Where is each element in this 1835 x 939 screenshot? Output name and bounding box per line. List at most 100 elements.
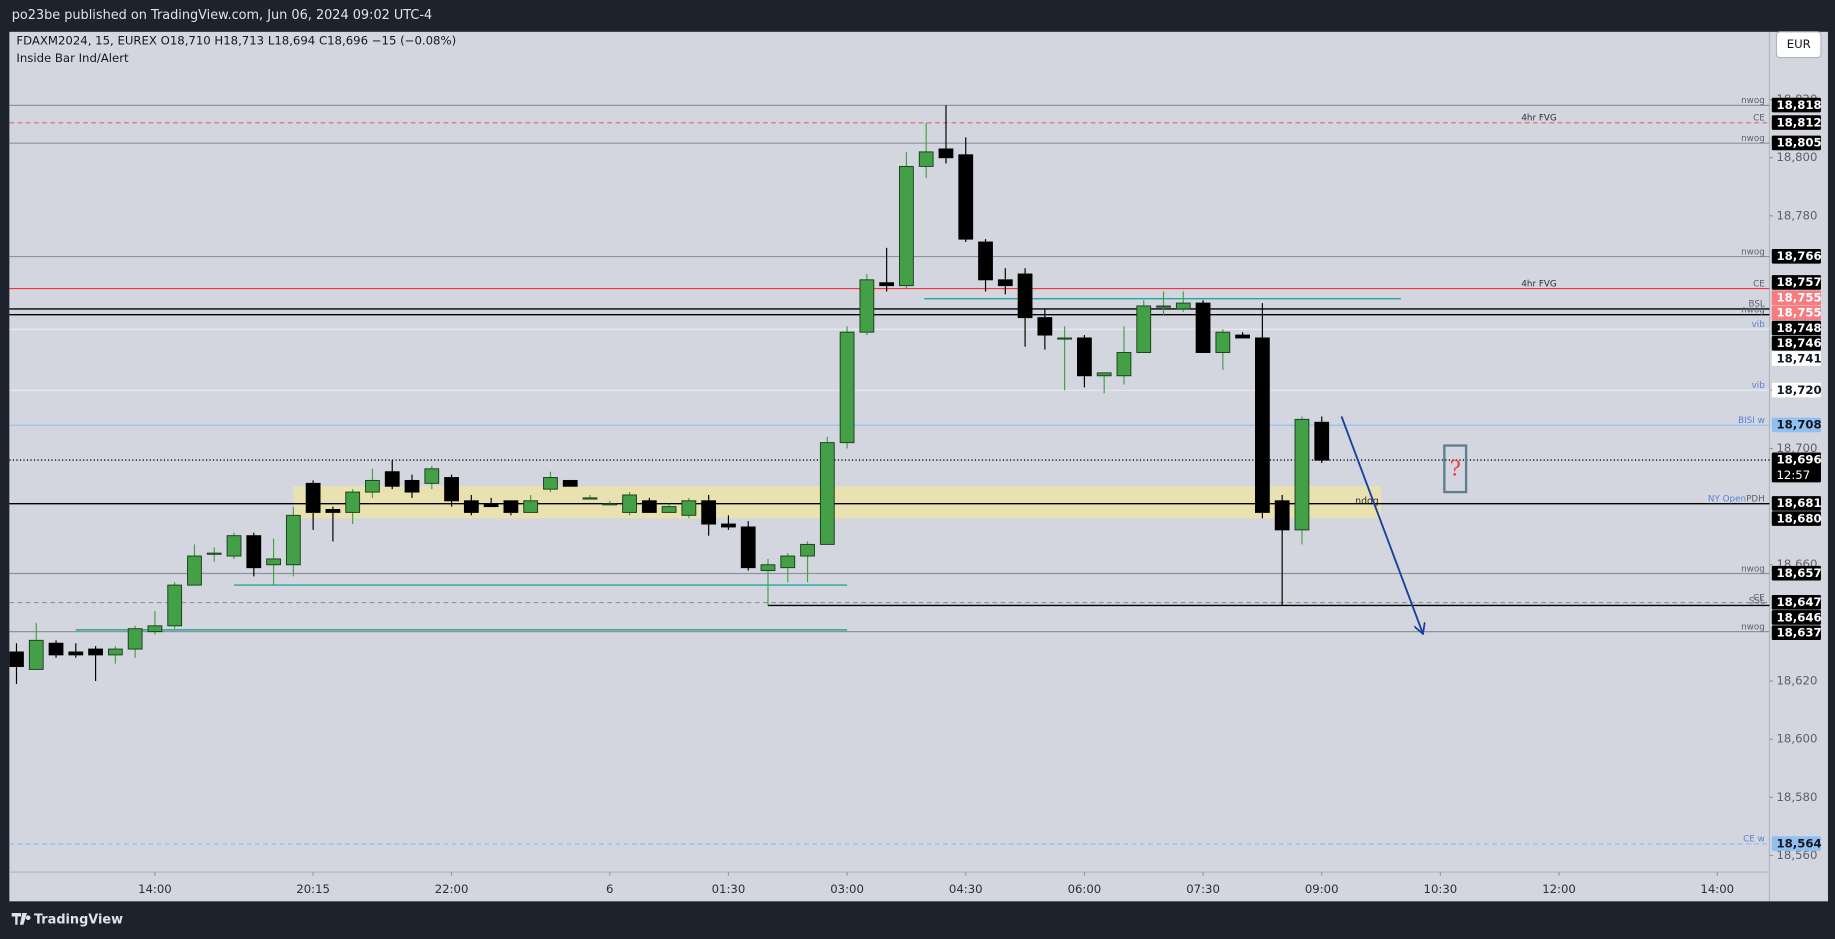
candle-body xyxy=(503,500,519,513)
candle-body xyxy=(404,479,420,493)
candle-body xyxy=(879,282,895,287)
price-label-box xyxy=(1771,135,1821,151)
candle-body xyxy=(1017,273,1033,319)
x-tick-label: 06:00 xyxy=(1068,882,1102,896)
price-label-box xyxy=(1771,594,1821,610)
y-tick-label: 18,600 xyxy=(1776,732,1817,746)
x-tick-label: 14:00 xyxy=(1700,882,1734,896)
candle-body xyxy=(562,479,578,487)
y-tick-label: 18,780 xyxy=(1776,208,1817,222)
x-tick-label: 09:00 xyxy=(1305,882,1339,896)
candle-body xyxy=(187,555,202,586)
candle-body xyxy=(424,468,440,484)
x-tick-label: 12:00 xyxy=(1542,882,1576,896)
level-tag: nwog xyxy=(1741,134,1765,144)
candle-body xyxy=(1037,317,1053,336)
candle-body xyxy=(1136,305,1152,353)
y-tick-label: 18,800 xyxy=(1776,150,1817,164)
price-label: 18,757 xyxy=(1776,275,1821,289)
candle-body xyxy=(523,500,539,513)
level-tag: CE w xyxy=(1743,835,1765,845)
countdown: 12:57 xyxy=(1776,468,1810,482)
candle-body xyxy=(1096,372,1112,377)
price-label: 18,681 xyxy=(1776,496,1821,510)
price-label-box xyxy=(1771,97,1821,113)
price-label-box xyxy=(1771,565,1821,581)
x-tick-label: 20:15 xyxy=(296,882,330,896)
x-tick-label: 07:30 xyxy=(1186,882,1220,896)
candle-body xyxy=(938,148,954,159)
currency-button[interactable] xyxy=(1775,31,1822,59)
candle-body xyxy=(1156,305,1171,308)
level-tag: PDH xyxy=(1746,495,1765,505)
candle-body xyxy=(147,625,163,633)
candle-body xyxy=(602,503,618,506)
level-tag: BSL xyxy=(1748,300,1764,310)
price-label: 18,741 xyxy=(1776,351,1821,365)
candle-body xyxy=(543,477,558,490)
x-tick-label: 01:30 xyxy=(712,882,746,896)
candle-body xyxy=(444,477,459,502)
price-label: 18,680 xyxy=(1776,511,1821,525)
currency[interactable]: EUR xyxy=(1787,37,1811,51)
candle-body xyxy=(622,494,637,513)
candle-body xyxy=(1274,500,1290,531)
price-label-box xyxy=(1771,452,1821,483)
candle-body xyxy=(1215,331,1231,353)
brand: TradingView xyxy=(34,913,123,928)
candle-body xyxy=(958,154,974,240)
y-tick-label: 18,700 xyxy=(1776,441,1817,455)
candle-body xyxy=(1294,418,1310,531)
candle-body xyxy=(819,442,835,545)
price-label: 18,755 xyxy=(1776,290,1821,304)
candle-body xyxy=(107,648,123,656)
candle-body xyxy=(483,503,499,508)
price-label-box xyxy=(1771,511,1821,526)
x-tick-label: 14:00 xyxy=(138,882,172,896)
price-label: 18,657 xyxy=(1776,566,1821,580)
price-label: 18,755 xyxy=(1776,306,1821,320)
arrow xyxy=(1340,416,1423,632)
price-label-box xyxy=(1771,417,1821,433)
candle-body xyxy=(661,506,677,513)
candle-body xyxy=(760,564,776,572)
price-label: 18,748 xyxy=(1776,321,1821,335)
candle-body xyxy=(681,500,697,516)
candle-body xyxy=(978,241,993,281)
x-tick-label: 6 xyxy=(606,882,613,896)
candle-body xyxy=(582,497,598,500)
x-tick-label: 10:30 xyxy=(1424,882,1458,896)
level-tag: nwog xyxy=(1741,96,1765,106)
candle-body xyxy=(1314,421,1330,461)
candle-body xyxy=(68,651,84,656)
candle-body xyxy=(365,479,380,493)
price-label-box xyxy=(1771,351,1821,366)
candle-body xyxy=(701,500,717,525)
level-tag: vib xyxy=(1752,381,1766,391)
price-label-box xyxy=(1771,625,1821,641)
candle-body xyxy=(285,514,301,566)
legend: FDAXM2024, 15, EUREX O18,710 H18,713 L18… xyxy=(16,34,456,48)
candle-body xyxy=(740,526,756,569)
candle-body xyxy=(997,279,1013,287)
x-tick-label: 22:00 xyxy=(435,882,469,896)
price-label-box xyxy=(1771,610,1821,625)
candle-body xyxy=(345,491,361,513)
zone-label: ndog xyxy=(1355,496,1379,507)
price-label-box xyxy=(1771,382,1821,398)
candle-body xyxy=(127,628,143,650)
candle-body xyxy=(226,535,242,557)
candle-body xyxy=(1077,337,1092,377)
axes: 18,82018,80018,78018,72018,70018,66018,6… xyxy=(138,92,1822,896)
price-label: 18,812 xyxy=(1776,115,1821,129)
candle-body xyxy=(641,500,657,513)
price-label: 18,637 xyxy=(1776,625,1821,639)
candle-body xyxy=(48,642,64,656)
y-tick-label: 18,620 xyxy=(1776,674,1817,688)
price-label: 18,564 xyxy=(1776,836,1821,850)
candle-body xyxy=(1255,337,1270,513)
level-note: 4hr FVG xyxy=(1521,279,1557,289)
candle-body xyxy=(246,535,262,569)
level-tag: BISI w xyxy=(1738,416,1765,426)
candle-body xyxy=(918,151,934,167)
